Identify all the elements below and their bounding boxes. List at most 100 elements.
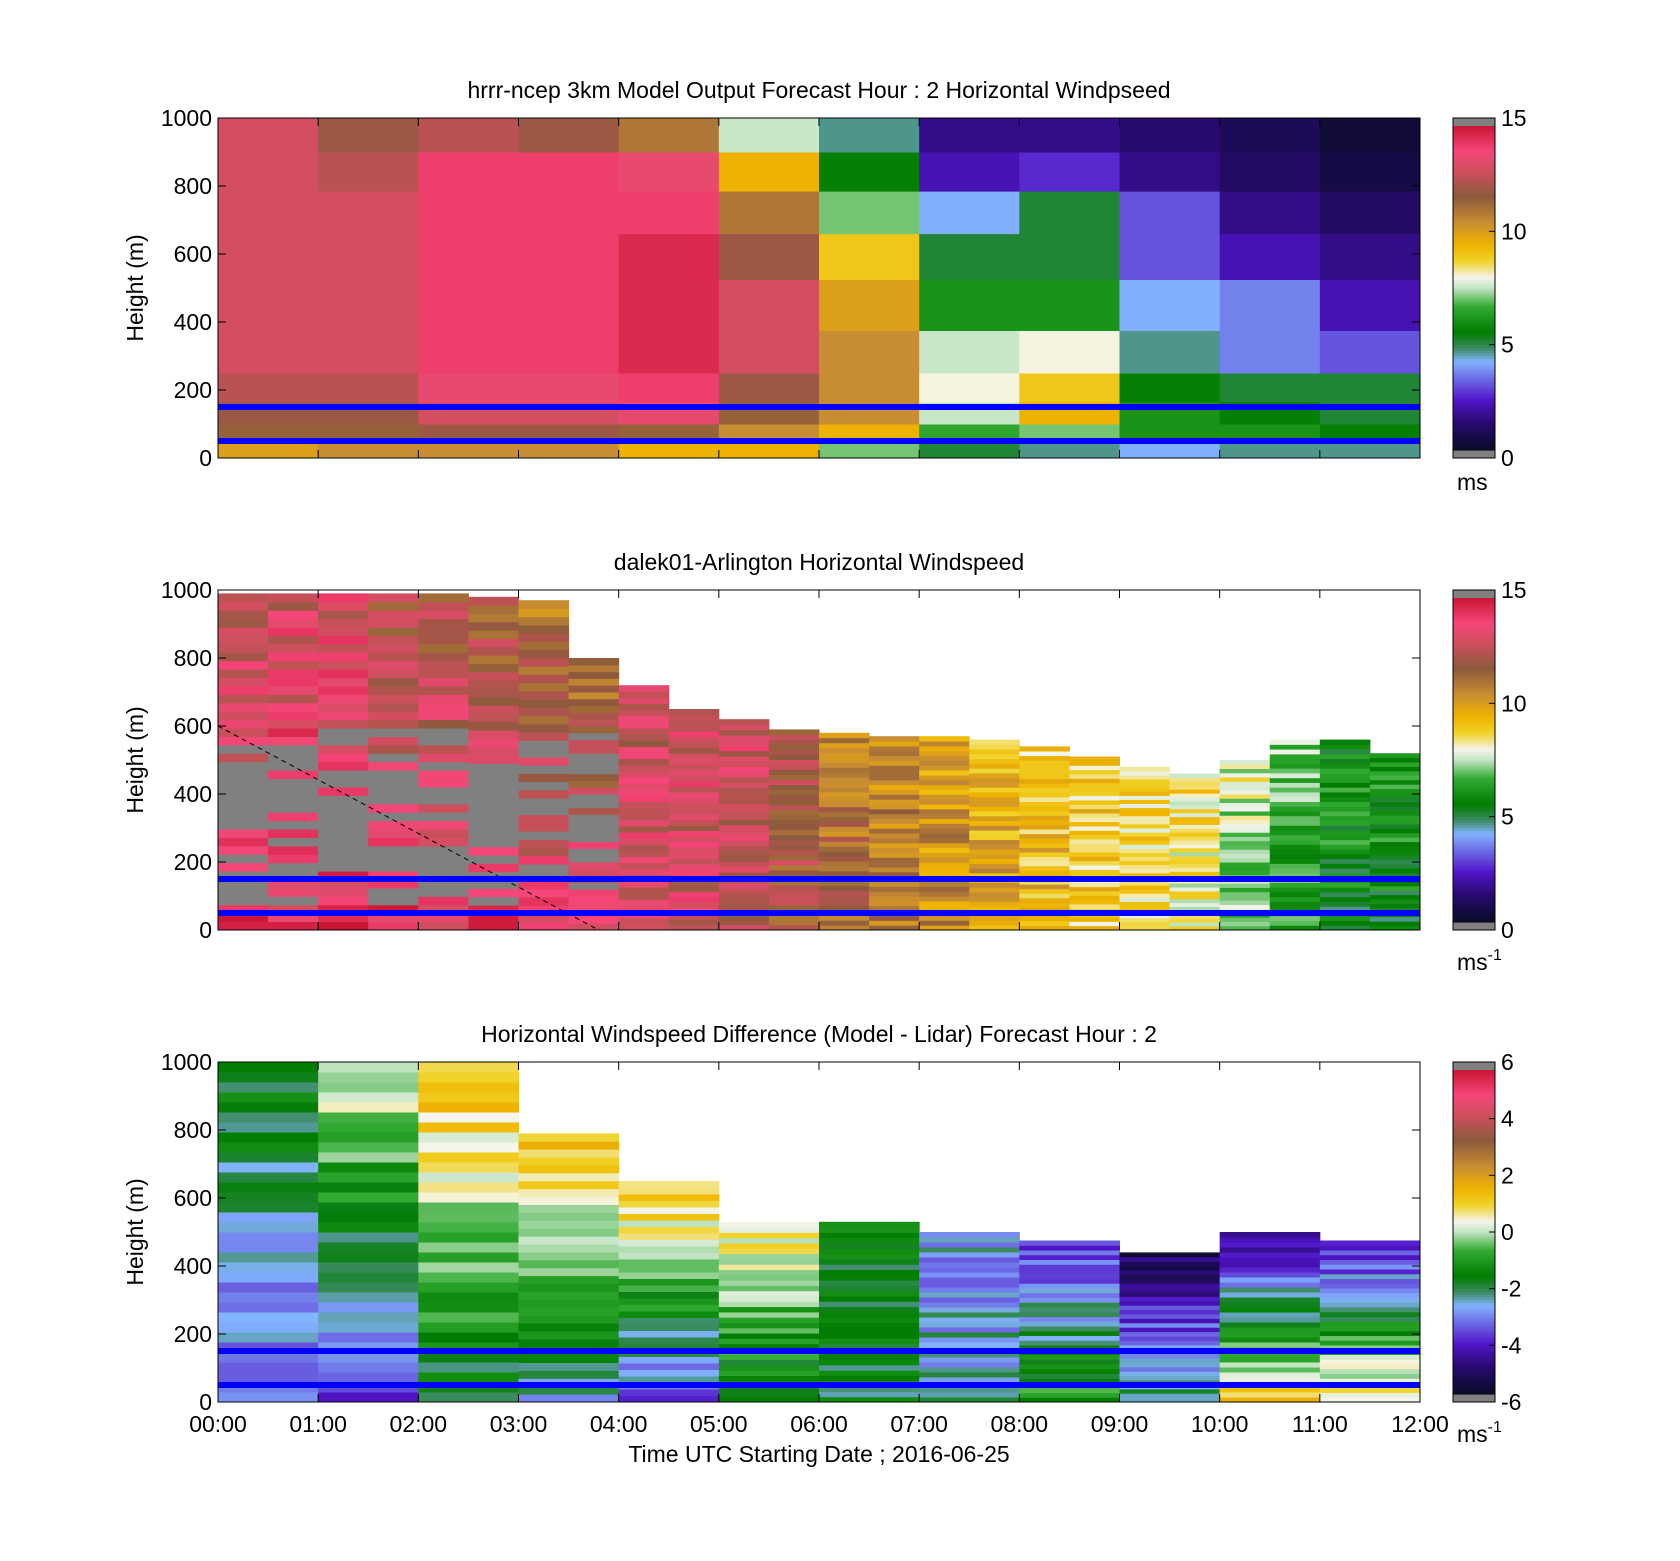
heatmap-cell: [218, 610, 269, 620]
heatmap-cell: [969, 796, 1020, 802]
colorbar-swatch: [1453, 741, 1495, 745]
colorbar-swatch: [1453, 919, 1495, 923]
colorbar-swatch: [1453, 630, 1495, 634]
heatmap-cell: [1119, 1353, 1221, 1359]
heatmap-cell: [318, 618, 369, 628]
heatmap-cell: [268, 601, 319, 611]
heatmap-cell: [1319, 872, 1371, 879]
colorbar-swatch: [1453, 692, 1495, 696]
colorbar-swatch: [1453, 153, 1495, 157]
colorbar-swatch: [1453, 171, 1495, 176]
colorbar-swatch: [1453, 1094, 1495, 1098]
heatmap-cell: [518, 748, 570, 758]
heatmap-cell: [518, 773, 570, 783]
heatmap-cell: [218, 795, 269, 805]
colorbar-tick-label: 10: [1501, 218, 1527, 244]
colorbar-swatch: [1453, 832, 1495, 837]
heatmap-cell: [368, 921, 419, 931]
heatmap-cell: [1119, 779, 1171, 784]
heatmap-cell: [1019, 373, 1120, 403]
heatmap-cell: [1069, 795, 1120, 801]
heatmap-cell: [919, 847, 970, 853]
heatmap-cell: [1319, 839, 1371, 845]
heatmap-cell: [1369, 921, 1421, 927]
heatmap-cell: [668, 891, 720, 898]
heatmap-cell: [718, 903, 770, 910]
heatmap-cell: [1319, 853, 1371, 860]
heatmap-cell: [768, 844, 820, 851]
heatmap-cell: [668, 808, 720, 815]
colorbar-swatch: [1453, 1086, 1495, 1090]
colorbar-swatch: [1453, 781, 1495, 785]
heatmap-cell: [718, 191, 820, 235]
heatmap-cell: [869, 925, 920, 931]
colorbar-swatch: [1453, 409, 1495, 413]
heatmap-cell: [518, 756, 570, 766]
heatmap-cell: [318, 1322, 419, 1333]
heatmap-cell: [768, 769, 820, 776]
heatmap-cell: [869, 765, 920, 771]
heatmap-cell: [718, 118, 820, 153]
heatmap-cell: [1119, 1278, 1221, 1284]
colorbar-swatch: [1453, 913, 1495, 918]
heatmap-cell: [718, 1338, 820, 1345]
heatmap-cell: [1319, 1240, 1421, 1246]
heatmap-cell: [368, 896, 419, 906]
colorbar-swatch: [1453, 814, 1495, 818]
colorbar-swatch: [1453, 1145, 1495, 1149]
colorbar-swatch: [1453, 730, 1495, 734]
heatmap-cell: [1019, 1340, 1120, 1346]
heatmap-cell: [919, 1287, 1020, 1293]
heatmap-cell: [218, 820, 269, 830]
heatmap-cell: [318, 896, 369, 906]
heatmap-cell: [268, 829, 319, 838]
heatmap-cell: [919, 774, 970, 781]
heatmap-cell: [1069, 791, 1120, 797]
heatmap-cell: [368, 879, 419, 889]
heatmap-cell: [919, 837, 970, 844]
heatmap-cell: [618, 917, 670, 925]
heatmap-cell: [1219, 1262, 1321, 1268]
colorbar-swatch: [1453, 1161, 1495, 1166]
heatmap-cell: [1269, 920, 1321, 926]
heatmap-cell: [318, 1302, 419, 1313]
heatmap-cell: [1319, 891, 1371, 898]
heatmap-cell: [1219, 1287, 1321, 1293]
heatmap-cell: [568, 889, 620, 897]
heatmap-cell: [1069, 825, 1120, 831]
heatmap-cell: [268, 635, 319, 645]
heatmap-cell: [1219, 1267, 1321, 1273]
colorbar-swatch: [1453, 147, 1495, 151]
heatmap-cell: [268, 677, 319, 687]
colorbar-swatch: [1453, 174, 1495, 178]
colorbar-under-cap: [1453, 1394, 1495, 1402]
heatmap-cell: [568, 671, 620, 679]
heatmap-cell: [919, 330, 1020, 374]
heatmap-cell: [618, 1291, 720, 1299]
colorbar-swatch: [1453, 185, 1495, 189]
colorbar-swatch: [1453, 1380, 1495, 1384]
heatmap-cell: [1319, 1297, 1421, 1303]
colorbar-swatch: [1453, 385, 1495, 389]
colorbar-swatch: [1453, 301, 1495, 305]
heatmap-cell: [318, 1342, 419, 1353]
heatmap-cell: [1019, 907, 1070, 913]
colorbar-swatch: [1453, 886, 1495, 891]
heatmap-cell: [368, 728, 419, 737]
heatmap-cell: [1169, 824, 1221, 829]
heatmap-cell: [869, 770, 920, 776]
heatmap-cell: [1219, 441, 1321, 459]
heatmap-cell: [418, 233, 519, 280]
colorbar-swatch: [1453, 382, 1495, 386]
heatmap-cell: [418, 778, 469, 788]
colorbar-swatch: [1453, 1250, 1495, 1255]
heatmap-cell: [318, 1242, 419, 1253]
heatmap-cell: [1319, 1283, 1421, 1289]
heatmap-cell: [919, 760, 970, 766]
colorbar-swatch: [1453, 1215, 1495, 1220]
colorbar-swatch: [1453, 1132, 1495, 1136]
heatmap-cell: [969, 896, 1020, 902]
colorbar-swatch: [1453, 603, 1495, 607]
